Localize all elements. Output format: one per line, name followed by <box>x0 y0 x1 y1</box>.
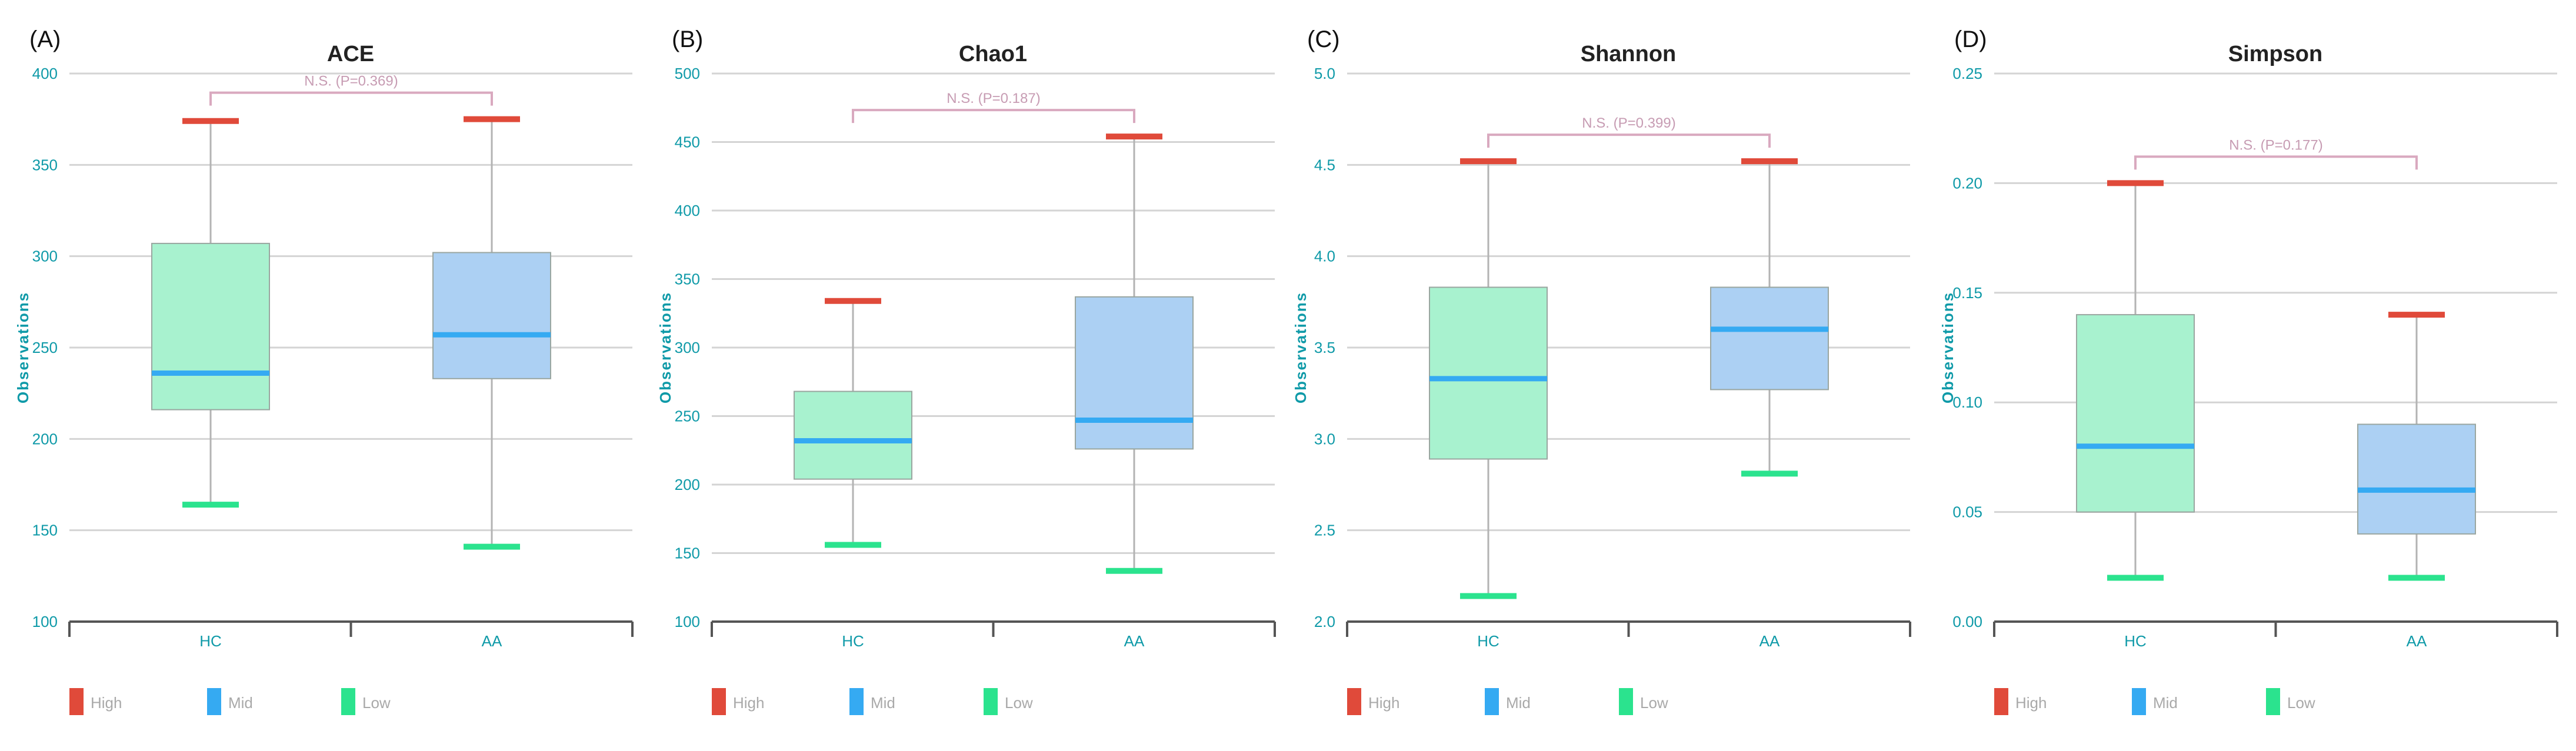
panel-a: (A) ACE Observations 100 150 200 250 300 350 400 H… <box>14 26 634 715</box>
significance-bracket <box>209 91 493 106</box>
y-tick-label: 0.00 <box>1952 613 1982 630</box>
chart-title: Chao1 <box>959 42 1027 66</box>
x-category-label: HC <box>842 632 864 650</box>
legend-label-mid: Mid <box>871 694 895 712</box>
y-tick-label: 4.0 <box>1314 248 1335 265</box>
box-aa <box>1075 296 1194 450</box>
box-hc <box>151 242 270 410</box>
box-aa <box>432 252 551 379</box>
box-hc <box>2076 314 2195 513</box>
significance-bracket <box>1487 133 1771 148</box>
panel-label: (B) <box>672 26 703 52</box>
y-tick-label: 400 <box>32 65 58 82</box>
x-category-label: AA <box>1124 632 1145 650</box>
y-tick-label: 3.0 <box>1314 430 1335 448</box>
y-tick-label: 300 <box>675 339 700 356</box>
legend-swatch-high <box>712 688 726 715</box>
legend-label-high: High <box>733 694 764 712</box>
significance-bracket <box>2134 155 2418 170</box>
legend-label-low: Low <box>1005 694 1033 712</box>
box-aa <box>2357 423 2476 535</box>
y-axis-label: Observations <box>657 292 674 403</box>
legend-swatch-low <box>341 688 355 715</box>
panel-b: (B) Chao1 Observations 100 150 200 250 300 350 40… <box>657 26 1276 715</box>
y-tick-label: 100 <box>675 613 700 630</box>
y-tick-label: 0.20 <box>1952 174 1982 192</box>
legend-label-high: High <box>1368 694 1399 712</box>
box-hc <box>794 390 912 480</box>
x-category-label: AA <box>2407 632 2427 650</box>
y-tick-label: 250 <box>32 339 58 356</box>
legend-swatch-high <box>69 688 84 715</box>
panel-label: (C) <box>1307 26 1340 52</box>
x-category-label: AA <box>1759 632 1780 650</box>
y-tick-label: 0.10 <box>1952 393 1982 411</box>
panel-label: (D) <box>1954 26 1987 52</box>
y-tick-label: 450 <box>675 133 700 151</box>
y-axis-label: Observations <box>1939 292 1957 403</box>
y-tick-label: 200 <box>32 430 58 448</box>
y-tick-label: 350 <box>675 271 700 288</box>
chart-title: ACE <box>327 42 374 66</box>
chart-title: Simpson <box>2228 42 2322 66</box>
y-tick-label: 400 <box>675 202 700 219</box>
legend-label-mid: Mid <box>228 694 253 712</box>
x-category-label: HC <box>1477 632 1499 650</box>
significance-label: N.S. (P=0.399) <box>1582 115 1675 131</box>
legend-swatch-mid <box>1485 688 1499 715</box>
legend-swatch-low <box>1619 688 1633 715</box>
x-category-label: AA <box>482 632 502 650</box>
significance-label: N.S. (P=0.177) <box>2229 137 2322 153</box>
y-tick-label: 0.05 <box>1952 503 1982 521</box>
legend-label-low: Low <box>2287 694 2315 712</box>
box-aa <box>1710 286 1829 390</box>
legend-swatch-low <box>2266 688 2280 715</box>
y-tick-label: 100 <box>32 613 58 630</box>
y-tick-label: 300 <box>32 248 58 265</box>
x-category-label: HC <box>2124 632 2147 650</box>
panel-c: (C) Shannon Observations 2.0 2.5 3.0 3.5 4.0 4.5… <box>1292 26 1911 715</box>
panel-d: (D) Simpson Observations 0.00 0.05 0.10 0.15 0.… <box>1939 26 2558 715</box>
legend-swatch-high <box>1994 688 2008 715</box>
legend-swatch-mid <box>849 688 864 715</box>
panel-label: (A) <box>29 26 61 52</box>
y-axis-label: Observations <box>14 292 32 403</box>
y-axis-label: Observations <box>1292 292 1309 403</box>
legend-label-low: Low <box>1640 694 1668 712</box>
y-tick-label: 0.15 <box>1952 284 1982 302</box>
y-tick-label: 5.0 <box>1314 65 1335 82</box>
legend-swatch-mid <box>207 688 221 715</box>
legend-label-mid: Mid <box>2153 694 2178 712</box>
y-tick-label: 2.0 <box>1314 613 1335 630</box>
legend-label-mid: Mid <box>1506 694 1531 712</box>
y-tick-label: 150 <box>675 545 700 562</box>
legend-swatch-low <box>984 688 998 715</box>
y-tick-label: 2.5 <box>1314 522 1335 539</box>
legend-label-low: Low <box>362 694 391 712</box>
significance-label: N.S. (P=0.369) <box>304 74 398 89</box>
chart-title: Shannon <box>1581 42 1677 66</box>
legend-swatch-high <box>1347 688 1361 715</box>
significance-bracket <box>852 109 1135 124</box>
y-tick-label: 3.5 <box>1314 339 1335 356</box>
legend-swatch-mid <box>2132 688 2146 715</box>
y-tick-label: 0.25 <box>1952 65 1982 82</box>
y-tick-label: 150 <box>32 522 58 539</box>
legend-label-high: High <box>2015 694 2047 712</box>
x-category-label: HC <box>199 632 222 650</box>
box-hc <box>1429 286 1548 460</box>
legend-label-high: High <box>91 694 122 712</box>
significance-label: N.S. (P=0.187) <box>947 91 1040 106</box>
y-tick-label: 4.5 <box>1314 156 1335 173</box>
y-tick-label: 250 <box>675 408 700 425</box>
y-tick-label: 200 <box>675 476 700 493</box>
y-tick-label: 350 <box>32 156 58 173</box>
y-tick-label: 500 <box>675 65 700 82</box>
